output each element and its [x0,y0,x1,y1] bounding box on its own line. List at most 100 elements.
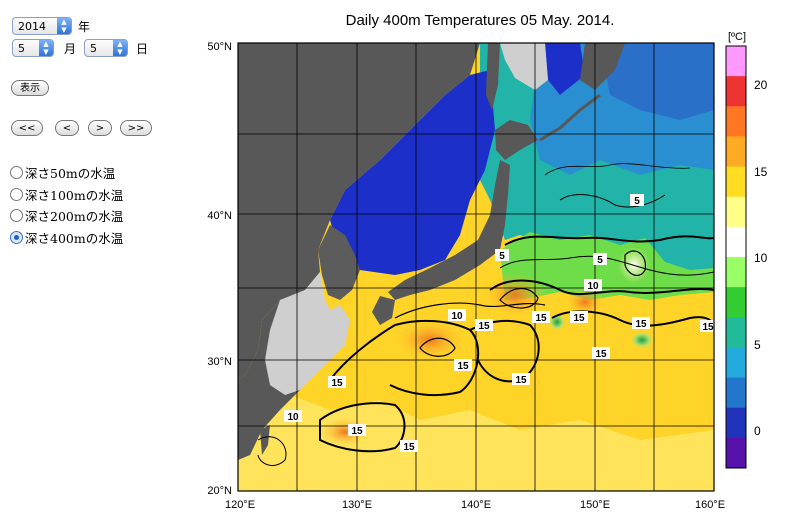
contour-label: 5 [597,255,603,266]
colorbar-cell [726,136,746,168]
colorbar-cell [726,76,746,107]
honshu-land [388,160,510,300]
colorbar-cell [726,347,746,379]
lon-label: 140°E [461,499,491,511]
colorbar-tick: 0 [754,424,761,438]
asia-land [238,43,480,380]
colorbar-cell [726,166,746,198]
colorbar-tick: 10 [754,251,768,265]
colorbar-cell [726,226,746,258]
first-button[interactable]: << [11,120,43,136]
lon-axis: 120°E 130°E 140°E 150°E 160°E [225,499,725,511]
contour-label: 15 [515,375,527,386]
hokkaido-land [495,120,538,160]
colorbar-cell [726,437,746,469]
lon-label: 120°E [225,499,255,511]
contour-label: 10 [451,311,463,322]
stepper-icon: ▲ ▼ [113,40,127,56]
layer-label: 深さ100mの水温 [25,188,124,203]
colorbar-ticks: 20 15 10 5 0 [754,78,768,438]
contour-label: 15 [478,321,490,332]
map-title: Daily 400m Temperatures 05 May. 2014. [345,12,615,29]
layer-label: 深さ400mの水温 [25,231,124,246]
contour-label: 10 [287,412,299,423]
year-select[interactable]: 2014 ▲ ▼ [12,17,72,35]
colorbar-cell [726,287,746,318]
warm-eddy [483,273,547,317]
contour-label: 15 [403,442,415,453]
sakhalin-land [486,43,500,110]
contour-label: 15 [351,426,363,437]
month-value: 5 [18,42,25,55]
colorbar-cell [726,106,746,137]
colorbar-unit: [ºC] [728,31,746,43]
kamchatka-land [580,43,625,90]
colorbar-cell [726,377,746,409]
colorbar: [ºC] 20 15 10 5 0 [725,31,768,469]
radio-icon [10,188,23,201]
lat-axis: 50°N 40°N 30°N 20°N [207,41,232,497]
radio-icon [10,209,23,222]
okhotsk-sea [545,43,585,95]
next-button[interactable]: > [88,120,112,136]
day-unit: 日 [136,42,149,56]
control-panel: 2014 ▲ ▼ 年 5 ▲ ▼ 月 5 ▲ ▼ 日 表示 << < > >> 深さ5… [0,0,200,520]
layer-option-400m[interactable]: 深さ400mの水温 [10,228,123,246]
contour-label: 15 [702,322,714,333]
last-button[interactable]: >> [120,120,152,136]
shelf-north [500,43,548,90]
map-area: 5 5 5 10 10 10 15 15 15 15 15 15 15 15 1… [238,43,714,491]
map-grid [238,43,714,491]
year-value: 2014 [18,20,46,33]
year-unit: 年 [78,20,91,34]
colorbar-cell [726,407,746,439]
display-button[interactable]: 表示 [11,80,49,96]
contour-labels: 5 5 5 10 10 10 15 15 15 15 15 15 15 15 1… [284,194,714,453]
lat-label: 30°N [207,356,232,368]
contour-label: 15 [535,313,547,324]
contour-label: 15 [635,319,647,330]
kyushu-land [372,296,395,325]
colorbar-cell [726,46,746,77]
contour-label: 15 [331,378,343,389]
radio-icon [10,166,23,179]
day-select[interactable]: 5 ▲ ▼ [84,39,128,57]
front-band [500,232,714,300]
korea-land [318,225,360,300]
colorbar-cell [726,196,746,228]
contour-label: 10 [587,281,599,292]
sea-of-japan [330,70,495,275]
lat-label: 50°N [207,41,232,53]
colorbar-frame [725,45,747,469]
stepper-icon: ▲ ▼ [57,18,71,34]
prev-button[interactable]: < [55,120,79,136]
radio-selected-icon [10,231,23,244]
contour-label: 15 [595,349,607,360]
lat-label: 20°N [207,485,232,497]
lon-label: 150°E [580,499,610,511]
layer-option-200m[interactable]: 深さ200mの水温 [10,206,123,224]
contour-label: 5 [634,196,640,207]
map-frame [237,42,715,492]
colorbar-cells [726,46,746,469]
layer-label: 深さ200mの水温 [25,209,124,224]
layer-option-100m[interactable]: 深さ100mの水温 [10,185,123,203]
layer-option-50m[interactable]: 深さ50mの水温 [10,163,115,181]
yellow-sea-shelf [265,272,350,395]
lat-label: 40°N [207,210,232,222]
lon-label: 160°E [695,499,725,511]
lon-label: 130°E [342,499,372,511]
colorbar-cell [726,317,746,348]
colorbar-tick: 20 [754,78,768,92]
day-value: 5 [90,42,97,55]
colorbar-tick: 15 [754,165,768,179]
contour-label: 5 [499,251,505,262]
stepper-icon: ▲ ▼ [39,40,53,56]
colorbar-tick: 5 [754,338,761,352]
contour-label: 15 [457,361,469,372]
cold-eddy [630,331,654,349]
taiwan-land [260,425,270,455]
month-select[interactable]: 5 ▲ ▼ [12,39,54,57]
contour-lines [257,163,714,466]
